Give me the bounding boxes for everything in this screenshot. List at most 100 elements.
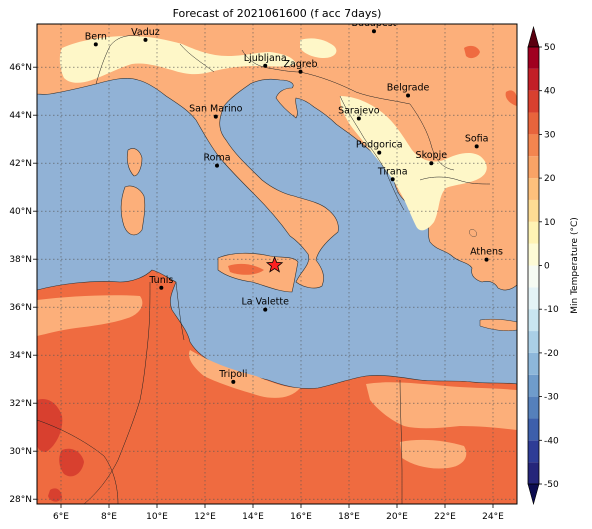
city-label: Tripoli [218, 369, 247, 380]
alps-band-2 [300, 38, 337, 58]
colorbar-tick-label: -50 [544, 480, 559, 490]
colorbar-tick-label: -20 [544, 349, 559, 359]
lon-tick-label: 24°E [482, 512, 504, 522]
africa-band [37, 295, 143, 336]
colorbar-bin [528, 440, 539, 463]
alps-band [59, 36, 297, 83]
city-label: Roma [203, 153, 230, 164]
colorbar-tick-label: -10 [544, 305, 559, 315]
city-label: Belgrade [387, 83, 430, 94]
lon-tick-label: 6°E [53, 512, 69, 522]
lon-tick-label: 12°E [194, 512, 216, 522]
lon-tick-label: 22°E [434, 512, 456, 522]
colorbar-bin [528, 221, 539, 244]
city-dot [263, 307, 268, 312]
city-dot [377, 150, 382, 155]
colorbar-bin [528, 287, 539, 310]
lon-tick-label: 16°E [290, 512, 312, 522]
lon-tick-label: 18°E [338, 512, 360, 522]
axis-ticks: 6°E 8°E 10°E 12°E 14°E 16°E 18°E 20°E 22°E 24°E 28… [9, 63, 504, 522]
lat-tick-label: 38°N [9, 255, 32, 265]
lon-tick-label: 20°E [386, 512, 408, 522]
africa-band-3 [366, 382, 517, 430]
lon-tick-label: 14°E [242, 512, 264, 522]
colorbar-tick-label: 30 [544, 130, 556, 140]
city-label: Sofia [465, 133, 489, 144]
colorbar-bin [528, 178, 539, 200]
city-dot [429, 161, 434, 166]
city-dot [406, 93, 411, 98]
africa-hot-2 [59, 448, 84, 477]
lon-tick-label: 8°E [101, 512, 117, 522]
city-label: Skopje [416, 150, 448, 161]
location-star-icon [265, 256, 284, 273]
crete [479, 318, 517, 332]
city-label: Tunis [148, 275, 173, 286]
colorbar-bin [528, 331, 539, 353]
colorbar-bin [528, 418, 539, 441]
lat-tick-label: 30°N [9, 447, 32, 457]
graticule [37, 24, 517, 504]
city-dot [231, 379, 236, 384]
lat-tick-label: 28°N [9, 495, 32, 505]
colorbar-bin [528, 374, 539, 397]
colorbar-tick-label: 50 [544, 43, 556, 53]
warm-blob-1 [464, 45, 480, 59]
city-dot [159, 285, 164, 290]
africa-hot-1 [37, 398, 63, 452]
country-borders [37, 35, 491, 504]
colorbar-bin [528, 199, 539, 222]
city-dot [215, 163, 219, 168]
warm-blob-2 [505, 90, 517, 106]
colorbar-bin [528, 265, 539, 288]
city-dot [298, 69, 303, 74]
city-label: Athens [470, 247, 503, 258]
city-label: Bern [85, 31, 107, 42]
city-label: Sarajevo [338, 106, 380, 117]
colorbar-tick-label: 10 [544, 218, 556, 228]
city-dot [474, 144, 479, 149]
lat-tick-label: 36°N [9, 303, 32, 313]
map-title: Forecast of 2021061600 (f acc 7days) [172, 7, 382, 20]
colorbar-tick-label: 40 [544, 87, 556, 97]
colorbar-bin [528, 462, 539, 484]
aegean-islands [469, 229, 477, 237]
city-dot [143, 37, 148, 42]
city-dot [484, 257, 489, 262]
colorbar-bin [528, 156, 539, 179]
lat-tick-label: 42°N [9, 159, 32, 169]
colorbar-bin [528, 243, 539, 266]
colorbar-tick-label: 20 [544, 174, 556, 184]
colorbar-label: Min Temperature (°C) [570, 217, 580, 314]
lat-tick-label: 40°N [9, 207, 32, 217]
colorbar-extend-max [527, 25, 540, 48]
lon-tick-label: 10°E [146, 512, 168, 522]
city-dot [356, 116, 361, 121]
lat-tick-label: 34°N [9, 351, 32, 361]
city-label: Podgorica [356, 140, 403, 151]
city-label: Vaduz [131, 27, 160, 38]
colorbar-bin [528, 68, 539, 91]
corsica [126, 148, 143, 177]
colorbar-bin [528, 396, 539, 419]
city-dot [93, 42, 98, 47]
colorbar-tick-label: 0 [544, 262, 550, 272]
city-label: La Valette [241, 297, 289, 308]
map-frame [36, 23, 518, 505]
africa-band-2 [188, 350, 300, 398]
city-label: San Marino [189, 104, 242, 115]
colorbar: -50 -40 -30 -20 -10 0 10 20 30 40 50 Min Temperatur… [527, 25, 580, 506]
colorbar-bin [528, 90, 539, 113]
lat-tick-label: 46°N [9, 63, 32, 73]
colorbar-extend-min [527, 483, 540, 506]
lat-tick-label: 44°N [9, 111, 32, 121]
colorbar-bin [528, 309, 539, 332]
city-label: Ljubljana [244, 53, 287, 64]
city-dot [371, 29, 376, 34]
city-label: Tirana [377, 166, 408, 177]
africa-band-4 [400, 439, 467, 469]
colorbar-bin [528, 112, 539, 135]
colorbar-tick-label: -30 [544, 393, 559, 403]
